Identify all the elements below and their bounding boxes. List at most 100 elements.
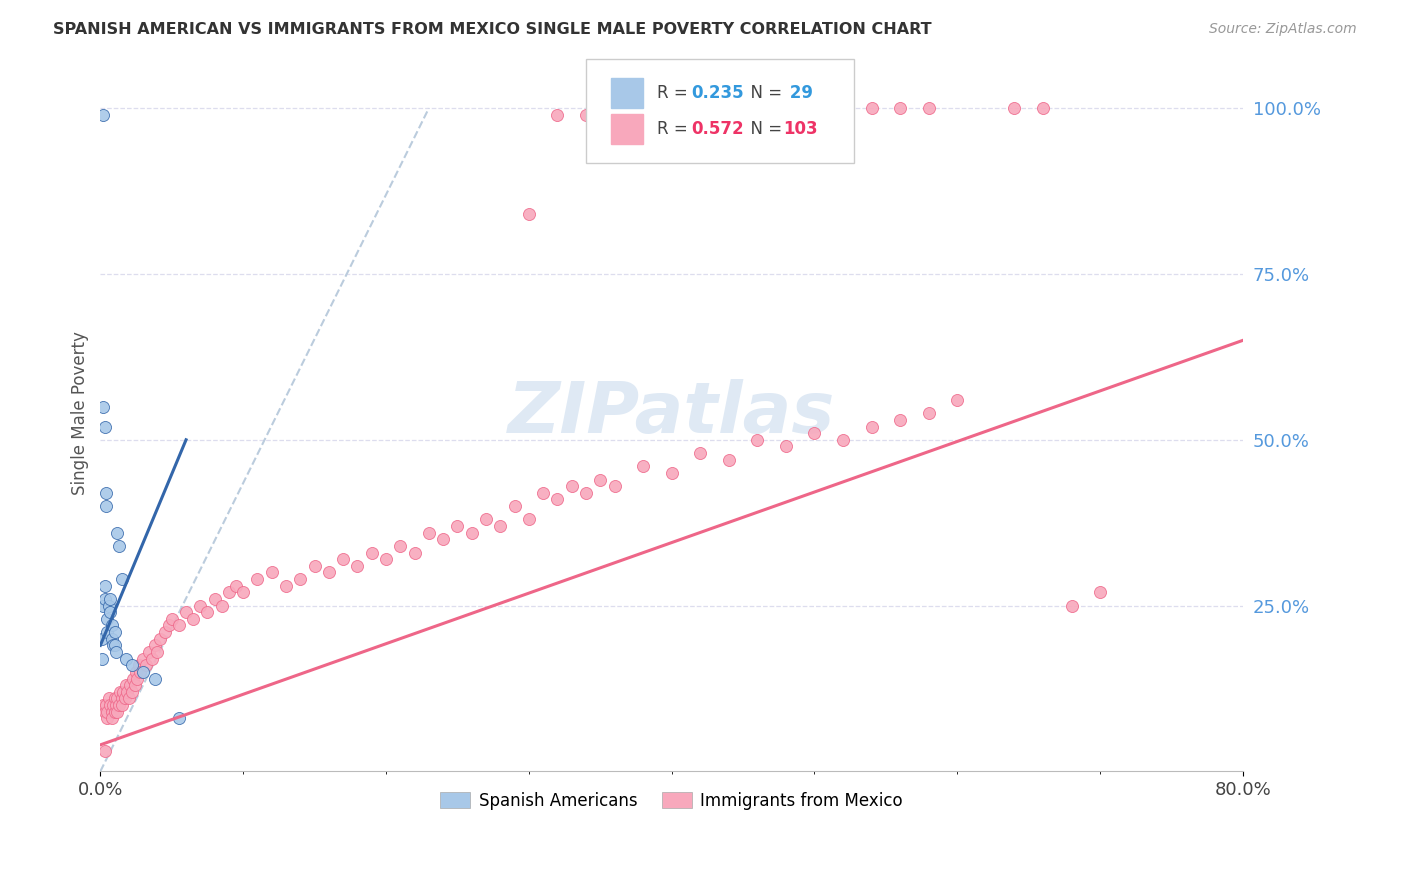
Point xyxy=(93,705,115,719)
Text: ZIPatlas: ZIPatlas xyxy=(508,379,835,448)
Point xyxy=(101,632,124,646)
Point xyxy=(260,566,283,580)
Point xyxy=(111,691,134,706)
Point xyxy=(153,625,176,640)
Point xyxy=(128,658,150,673)
Point xyxy=(689,446,711,460)
Point xyxy=(91,698,114,712)
Point xyxy=(97,691,120,706)
Point xyxy=(143,639,166,653)
Point xyxy=(90,651,112,665)
Point xyxy=(91,400,114,414)
Point xyxy=(346,558,368,573)
Text: N =: N = xyxy=(740,120,787,138)
Point xyxy=(832,433,855,447)
Point xyxy=(135,658,157,673)
Point xyxy=(274,579,297,593)
Y-axis label: Single Male Poverty: Single Male Poverty xyxy=(72,331,89,495)
Point xyxy=(489,519,512,533)
Point xyxy=(232,585,254,599)
Point xyxy=(98,605,121,619)
Text: SPANISH AMERICAN VS IMMIGRANTS FROM MEXICO SINGLE MALE POVERTY CORRELATION CHART: SPANISH AMERICAN VS IMMIGRANTS FROM MEXI… xyxy=(53,22,932,37)
Point xyxy=(117,685,139,699)
Point xyxy=(1088,585,1111,599)
Point xyxy=(149,632,172,646)
Point xyxy=(143,672,166,686)
Point xyxy=(375,552,398,566)
Point xyxy=(889,101,911,115)
Text: 103: 103 xyxy=(783,120,818,138)
Point xyxy=(94,486,117,500)
Point xyxy=(575,486,598,500)
Point xyxy=(111,698,134,712)
Point xyxy=(127,672,149,686)
Point xyxy=(132,651,155,665)
Point xyxy=(91,599,114,613)
Text: R =: R = xyxy=(657,84,693,102)
Point xyxy=(475,512,498,526)
Point xyxy=(107,705,129,719)
Point xyxy=(211,599,233,613)
Point xyxy=(188,599,211,613)
Point xyxy=(110,685,132,699)
Point xyxy=(360,545,382,559)
Point xyxy=(101,705,124,719)
Point xyxy=(93,419,115,434)
Point xyxy=(197,605,219,619)
Point xyxy=(775,439,797,453)
Point xyxy=(432,533,454,547)
Point xyxy=(1060,599,1083,613)
Point xyxy=(531,486,554,500)
Point xyxy=(138,645,160,659)
Point xyxy=(246,572,269,586)
Point xyxy=(631,459,654,474)
Point xyxy=(91,108,114,122)
Point xyxy=(141,651,163,665)
Point xyxy=(103,698,125,712)
Legend: Spanish Americans, Immigrants from Mexico: Spanish Americans, Immigrants from Mexic… xyxy=(433,786,910,817)
Point xyxy=(108,698,131,712)
Point xyxy=(318,566,340,580)
Point xyxy=(97,599,120,613)
Point xyxy=(717,452,740,467)
Point xyxy=(160,612,183,626)
Point xyxy=(94,698,117,712)
Point xyxy=(157,618,180,632)
Point xyxy=(101,711,124,725)
Point xyxy=(167,711,190,725)
Point xyxy=(96,625,118,640)
Point xyxy=(93,591,115,606)
Point xyxy=(132,665,155,679)
Point xyxy=(204,591,226,606)
Point xyxy=(103,639,125,653)
Point xyxy=(114,691,136,706)
Point xyxy=(290,572,312,586)
Point xyxy=(146,645,169,659)
Point xyxy=(108,539,131,553)
Point xyxy=(96,705,118,719)
Point xyxy=(860,101,883,115)
Point xyxy=(517,512,540,526)
Point xyxy=(589,473,612,487)
Point xyxy=(98,698,121,712)
Point xyxy=(107,691,129,706)
Point xyxy=(121,685,143,699)
Point xyxy=(125,665,148,679)
Point xyxy=(105,698,128,712)
Point xyxy=(575,108,598,122)
Point xyxy=(93,579,115,593)
Point xyxy=(803,101,825,115)
FancyBboxPatch shape xyxy=(586,59,855,162)
Bar xyxy=(612,114,643,144)
Point xyxy=(218,585,240,599)
Point xyxy=(93,744,115,758)
Point xyxy=(460,525,482,540)
Text: 0.572: 0.572 xyxy=(692,120,744,138)
Point xyxy=(94,499,117,513)
Point xyxy=(860,419,883,434)
Point xyxy=(104,705,127,719)
Point xyxy=(181,612,204,626)
Text: R =: R = xyxy=(657,120,693,138)
Point xyxy=(174,605,197,619)
Point xyxy=(104,639,127,653)
